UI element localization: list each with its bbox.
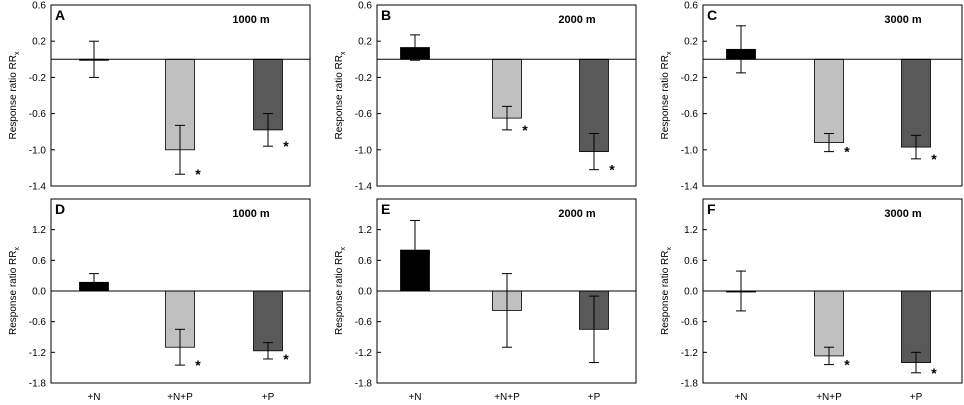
- y-tick-label: -0.6: [355, 317, 373, 328]
- bar: [901, 58, 931, 148]
- panel-letter: B: [381, 7, 391, 23]
- y-tick-label: -0.6: [355, 109, 373, 120]
- panel-d: -1.8 -1.2 -0.6 0.0 0.6 1.2 Response ratio RRx D…: [8, 198, 311, 390]
- y-axis-label: Response ratio RRx: [660, 51, 673, 139]
- y-axis-label-subscript: x: [340, 51, 347, 55]
- category-labels: +N +N+P +P +N +N+P +P +N +N+P +P: [87, 392, 922, 403]
- bar: [814, 58, 844, 143]
- y-tick-label: -0.6: [681, 317, 699, 328]
- y-axis-label-subscript: x: [14, 51, 21, 55]
- y-tick-label: 0.6: [684, 1, 698, 12]
- y-tick-label: -1.2: [355, 348, 373, 359]
- y-tick-label: -0.2: [355, 73, 373, 84]
- significance-star: *: [195, 357, 201, 373]
- panel-c: -1.4 -1.0 -0.6 -0.2 0.2 0.6 Response ratio RRx…: [660, 1, 963, 193]
- significance-star: *: [931, 151, 937, 167]
- significance-star: *: [844, 357, 850, 373]
- y-tick-label: 0.6: [32, 1, 46, 12]
- panel-title: 1000 m: [232, 14, 270, 26]
- y-axis-label-subscript: x: [666, 247, 673, 251]
- y-tick-label: 0.2: [32, 37, 46, 48]
- y-tick-label: -1.0: [681, 145, 699, 156]
- panel-title: 1000 m: [232, 208, 270, 220]
- panel-letter: E: [381, 201, 390, 217]
- panel-title: 2000 m: [558, 14, 596, 26]
- y-tick-label: -0.6: [681, 109, 699, 120]
- significance-star: *: [931, 365, 937, 381]
- panel-title: 3000 m: [884, 14, 922, 26]
- y-tick-label: 0.6: [358, 1, 372, 12]
- y-tick-label: 0.0: [358, 287, 372, 298]
- y-tick-label: 0.6: [358, 256, 372, 267]
- y-tick-label: -1.0: [355, 145, 373, 156]
- y-tick-label: -0.2: [29, 73, 47, 84]
- y-tick-label: -0.2: [681, 73, 699, 84]
- panel-a: -1.4 -1.0 -0.6 -0.2 0.2 0.6 Response ratio RRx…: [8, 1, 311, 193]
- y-tick-label: -1.2: [29, 348, 47, 359]
- y-tick-label: -1.4: [355, 182, 373, 193]
- plot-frame: [50, 4, 311, 187]
- y-tick-label: 0.6: [684, 256, 698, 267]
- y-tick-label: 0.2: [358, 37, 372, 48]
- y-tick-label: -1.8: [681, 379, 699, 390]
- panel-f: -1.8 -1.2 -0.6 0.0 0.6 1.2 Response ratio RRx F…: [660, 198, 963, 390]
- y-tick-label: -1.2: [681, 348, 699, 359]
- significance-star: *: [609, 162, 615, 178]
- y-axis-label-subscript: x: [666, 51, 673, 55]
- significance-star: *: [283, 351, 289, 367]
- panel-title: 2000 m: [558, 208, 596, 220]
- category-label: +N+P: [167, 392, 193, 403]
- bar: [814, 290, 844, 357]
- y-tick-label: 0.0: [32, 287, 46, 298]
- panel-e: -1.8 -1.2 -0.6 0.0 0.6 1.2 Response ratio RRx E…: [334, 198, 637, 390]
- panel-letter: F: [707, 201, 716, 217]
- y-axis-label: Response ratio RRx: [660, 247, 673, 335]
- significance-star: *: [195, 166, 201, 182]
- bar: [253, 290, 283, 352]
- significance-star: *: [844, 144, 850, 160]
- bar: [579, 58, 609, 153]
- y-tick-label: 1.2: [358, 225, 372, 236]
- category-label: +P: [910, 392, 923, 403]
- y-axis-label: Response ratio RRx: [334, 247, 347, 335]
- y-axis-label: Response ratio RRx: [8, 51, 21, 139]
- category-label: +P: [262, 392, 275, 403]
- significance-star: *: [522, 122, 528, 138]
- y-tick-label: -1.0: [29, 145, 47, 156]
- y-tick-label: 0.2: [684, 37, 698, 48]
- category-label: +N: [87, 392, 100, 403]
- y-tick-label: -0.6: [29, 109, 47, 120]
- y-axis-label: Response ratio RRx: [8, 247, 21, 335]
- y-tick-label: 0.0: [684, 287, 698, 298]
- y-axis-label-subscript: x: [14, 247, 21, 251]
- panel-title: 3000 m: [884, 208, 922, 220]
- category-label: +N: [408, 392, 421, 403]
- category-label: +N+P: [494, 392, 520, 403]
- category-label: +P: [588, 392, 601, 403]
- bar: [901, 290, 931, 363]
- y-axis-label: Response ratio RRx: [334, 51, 347, 139]
- panel-letter: A: [55, 7, 65, 23]
- category-label: +N: [734, 392, 747, 403]
- y-tick-label: 0.6: [32, 256, 46, 267]
- y-tick-label: 1.2: [32, 225, 46, 236]
- panels-layer: -1.4 -1.0 -0.6 -0.2 0.2 0.6 Response ratio RRx…: [8, 1, 963, 390]
- plot-frame: [702, 4, 963, 187]
- y-tick-label: -0.6: [29, 317, 47, 328]
- y-tick-label: -1.4: [29, 182, 47, 193]
- y-tick-label: -1.8: [29, 379, 47, 390]
- y-tick-label: -1.8: [355, 379, 373, 390]
- panel-letter: C: [707, 7, 717, 23]
- panel-letter: D: [55, 201, 65, 217]
- panel-b: -1.4 -1.0 -0.6 -0.2 0.2 0.6 Response ratio RRx…: [334, 1, 637, 193]
- y-tick-label: 1.2: [684, 225, 698, 236]
- plot-frame: [376, 4, 637, 187]
- significance-star: *: [283, 138, 289, 154]
- category-label: +N+P: [816, 392, 842, 403]
- y-tick-label: -1.4: [681, 182, 699, 193]
- y-axis-label-subscript: x: [340, 247, 347, 251]
